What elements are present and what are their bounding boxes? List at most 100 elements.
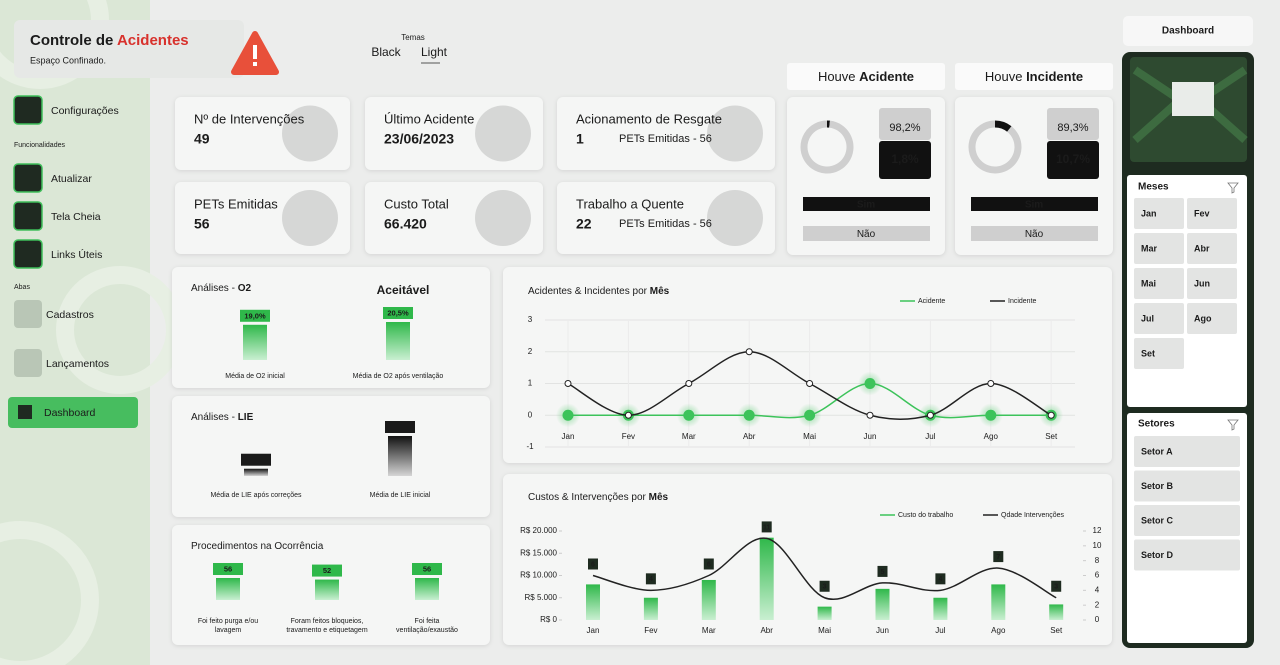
filter-option[interactable] xyxy=(1134,338,1184,369)
value-label: 56 xyxy=(224,564,232,573)
pie-slice xyxy=(994,120,1012,132)
sidebar-icon xyxy=(13,201,43,231)
value-label-box xyxy=(935,573,946,585)
filter-option-label[interactable]: Mar xyxy=(1141,243,1158,253)
value-label-box xyxy=(213,563,243,575)
value-label-box xyxy=(877,565,888,577)
filter-option[interactable] xyxy=(1134,470,1240,502)
value-label-box xyxy=(819,580,830,592)
kpi-value: 23/06/2023 xyxy=(384,131,454,147)
point xyxy=(685,380,693,387)
chart-title-part: Custos & Intervenções por xyxy=(528,492,649,503)
kpi-note: PETs Emitidas - 56 xyxy=(619,218,712,230)
category-label-line: Foi feita xyxy=(415,618,440,625)
filter-icon xyxy=(1227,419,1239,431)
bar xyxy=(759,537,774,620)
chart-card xyxy=(503,267,1112,463)
filter-option-label[interactable]: Fev xyxy=(1194,208,1210,218)
value-label: 56 xyxy=(423,564,431,573)
dashboard-button[interactable] xyxy=(1123,16,1253,46)
sidebar-item[interactable]: Cadastros xyxy=(46,309,94,321)
y-tick-label: R$ 10.000 xyxy=(520,571,557,580)
value-label: 6 xyxy=(707,561,711,568)
filter-option-label[interactable]: Jan xyxy=(1141,208,1157,218)
sidebar-active xyxy=(8,397,138,428)
category-label-line: travamento e etiquetagem xyxy=(286,627,367,634)
bar xyxy=(388,436,412,476)
point xyxy=(806,380,814,387)
x-tick-label: Mar xyxy=(702,626,716,635)
sidebar-item[interactable]: Dashboard xyxy=(44,407,96,419)
filter-option[interactable] xyxy=(1134,539,1240,571)
category-label-line: Média de LIE após correções xyxy=(210,492,302,499)
chart-title-part: O2 xyxy=(238,283,252,294)
value-label: 4 xyxy=(649,576,653,583)
filter-option-label[interactable]: Ago xyxy=(1194,313,1212,323)
header-panel xyxy=(14,20,244,78)
category-label-line: ventilação/exaustão xyxy=(396,627,458,634)
chart-title: Procedimentos na Ocorrência xyxy=(191,541,324,552)
kpi-label: PETs Emitidas xyxy=(194,196,278,211)
sidebar-item[interactable]: Configurações xyxy=(51,105,119,117)
sidebar-icon xyxy=(13,239,43,269)
sidebar-item[interactable]: Links Úteis xyxy=(51,248,102,261)
value-label: 4 xyxy=(938,576,942,583)
filter-option[interactable] xyxy=(1134,198,1184,229)
filter-option[interactable] xyxy=(1134,268,1184,299)
theme-option[interactable]: Light xyxy=(421,45,448,59)
value-label: 0,2% xyxy=(247,455,264,464)
sidebar-item[interactable]: Tela Cheia xyxy=(51,211,101,223)
bar xyxy=(586,584,600,620)
filter-option[interactable] xyxy=(1187,233,1237,264)
sidebar-item[interactable]: Lançamentos xyxy=(46,358,109,370)
filter-option-label[interactable]: Setor C xyxy=(1141,515,1174,525)
y-tick-label: 1 xyxy=(528,379,533,388)
filter-option-label[interactable]: Jun xyxy=(1194,278,1210,288)
filter-option-label[interactable]: Mai xyxy=(1141,278,1156,288)
y2-tick-label: 2 xyxy=(1095,600,1100,609)
kpi-value: 1 xyxy=(576,131,584,147)
filter-option[interactable] xyxy=(1134,436,1240,467)
filter-option-label[interactable]: Jul xyxy=(1141,313,1154,323)
pie-title: Houve Acidente xyxy=(818,69,914,84)
filter-option[interactable] xyxy=(1187,303,1237,334)
point xyxy=(864,378,876,389)
point xyxy=(804,409,816,421)
kpi-icon xyxy=(475,190,531,246)
slicer-label[interactable]: Sim xyxy=(857,200,875,211)
filter-option[interactable] xyxy=(1187,198,1237,229)
slicer-label[interactable]: Não xyxy=(1025,229,1044,240)
slicer-label[interactable]: Não xyxy=(857,229,876,240)
sidebar-icon xyxy=(14,349,42,377)
filter-option-label[interactable]: Abr xyxy=(1194,243,1210,253)
category-label-line: Foi feito purga e/ou xyxy=(198,618,258,625)
slicer-button[interactable] xyxy=(803,197,930,211)
value-label: 6 xyxy=(591,561,595,568)
slicer-label[interactable]: Sim xyxy=(1025,200,1043,211)
theme-option[interactable]: Black xyxy=(371,45,401,59)
filter-option-label[interactable]: Setor A xyxy=(1141,446,1173,456)
x-tick-label: Jan xyxy=(562,432,575,441)
filter-option-label[interactable]: Setor D xyxy=(1141,550,1174,560)
kpi-icon xyxy=(475,105,531,162)
slicer-button[interactable] xyxy=(971,226,1098,241)
dashboard-title: Controle de Acidentes xyxy=(30,32,189,49)
filter-option-label[interactable]: Setor B xyxy=(1141,481,1174,491)
filter-option[interactable] xyxy=(1187,268,1237,299)
value-label: 7 xyxy=(996,554,1000,561)
point xyxy=(562,409,574,421)
point xyxy=(1047,411,1055,419)
y-tick-label: 0 xyxy=(528,410,533,419)
category-label-line: Média de O2 após ventilação xyxy=(353,373,444,380)
kpi-value: 22 xyxy=(576,216,592,232)
bar xyxy=(875,588,890,620)
filter-option[interactable] xyxy=(1134,505,1240,536)
filter-option[interactable] xyxy=(1134,303,1184,334)
category-label: Foi feita ventilação/exaustão xyxy=(396,618,458,634)
dashboard-button-label[interactable]: Dashboard xyxy=(1162,26,1214,37)
sidebar-item[interactable]: Atualizar xyxy=(51,173,92,185)
slicer-button[interactable] xyxy=(971,197,1098,211)
filter-option-label[interactable]: Set xyxy=(1141,348,1155,358)
slicer-button[interactable] xyxy=(803,226,930,241)
filter-option[interactable] xyxy=(1134,233,1184,264)
